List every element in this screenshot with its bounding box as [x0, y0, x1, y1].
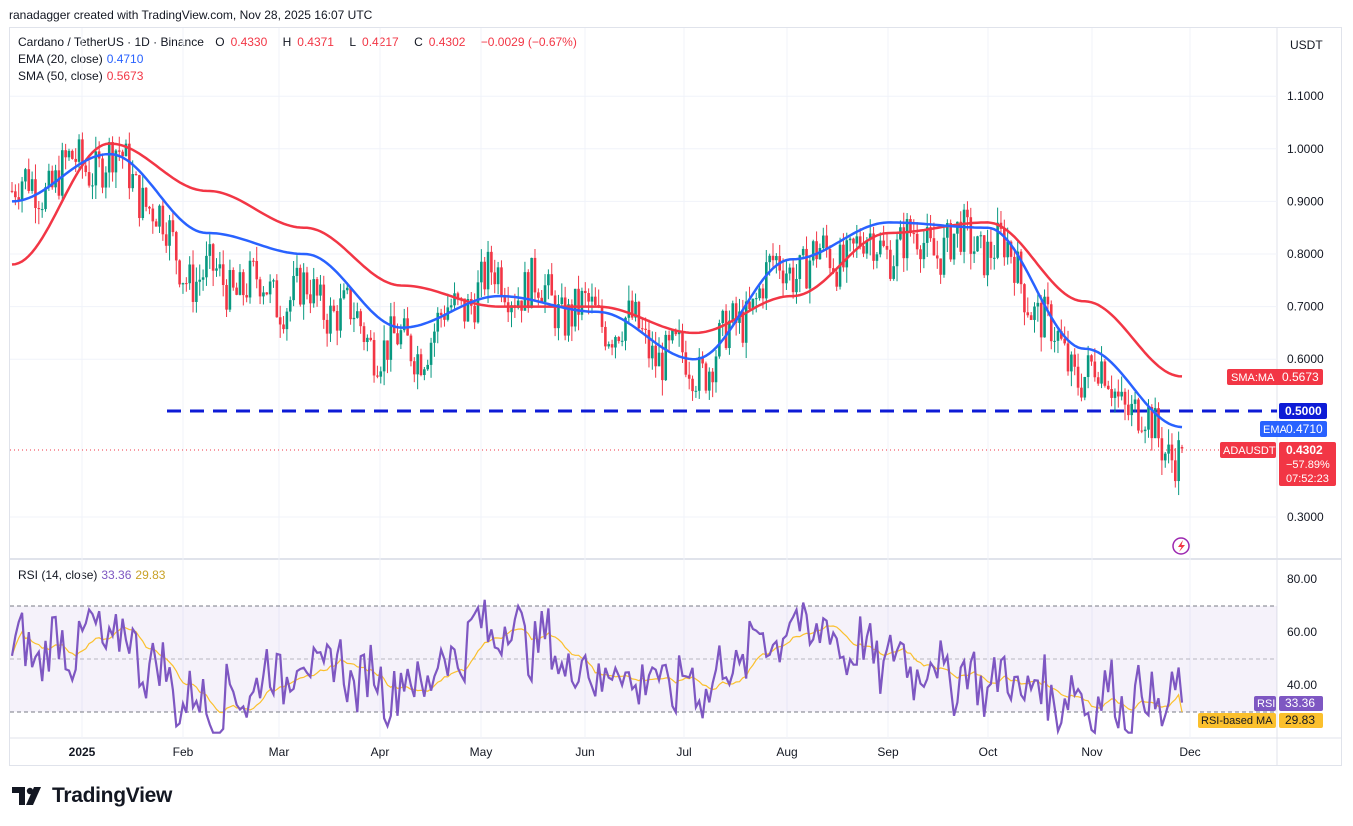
chart-credit: ranadagger created with TradingView.com,… — [9, 8, 373, 22]
brand-name: TradingView — [52, 784, 173, 807]
rsi-legend[interactable]: RSI (14, close) 33.36 29.83 — [18, 568, 166, 582]
tradingview-logo-icon — [12, 787, 41, 805]
chart-frame — [9, 27, 1342, 766]
ema-legend[interactable]: EMA (20, close) 0.4710 — [18, 52, 144, 66]
tradingview-logo[interactable]: TradingView — [12, 784, 172, 808]
ohlc-values: O 0.4330 H 0.4371 L 0.4217 C 0.4302 −0.0029 … — [215, 35, 577, 49]
symbol-title: Cardano / TetherUS · 1D · Binance — [18, 35, 204, 49]
symbol-legend[interactable]: Cardano / TetherUS · 1D · Binance O 0.433… — [18, 35, 583, 49]
sma-legend[interactable]: SMA (50, close) 0.5673 — [18, 69, 144, 83]
